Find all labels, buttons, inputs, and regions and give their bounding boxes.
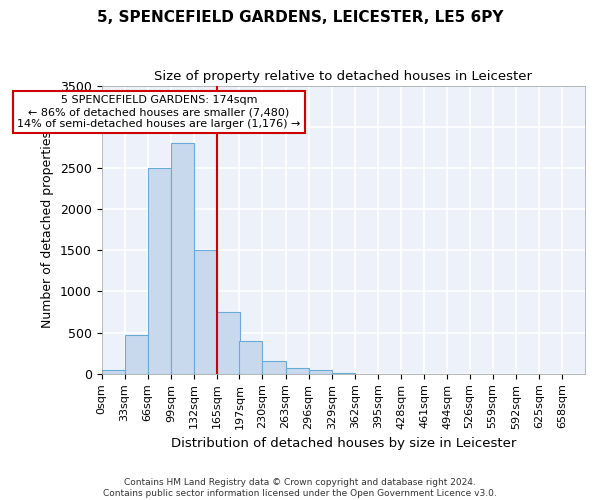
Bar (332, 373, 355, 374)
Bar (217, 312, 240, 374)
Bar (308, 370, 332, 374)
Title: Size of property relative to detached houses in Leicester: Size of property relative to detached ho… (154, 70, 532, 83)
Bar (194, 250, 217, 374)
Bar (125, 334, 148, 374)
Bar (239, 341, 262, 374)
Text: 5 SPENCEFIELD GARDENS: 174sqm
← 86% of detached houses are smaller (7,480)
14% o: 5 SPENCEFIELD GARDENS: 174sqm ← 86% of d… (17, 96, 301, 128)
Text: Contains HM Land Registry data © Crown copyright and database right 2024.
Contai: Contains HM Land Registry data © Crown c… (103, 478, 497, 498)
Bar (262, 362, 286, 374)
Bar (171, 143, 194, 374)
X-axis label: Distribution of detached houses by size in Leicester: Distribution of detached houses by size … (170, 437, 516, 450)
Bar (148, 168, 171, 374)
Y-axis label: Number of detached properties: Number of detached properties (41, 131, 55, 328)
Text: 5, SPENCEFIELD GARDENS, LEICESTER, LE5 6PY: 5, SPENCEFIELD GARDENS, LEICESTER, LE5 6… (97, 10, 503, 25)
Bar (286, 368, 308, 374)
Bar (101, 370, 125, 374)
